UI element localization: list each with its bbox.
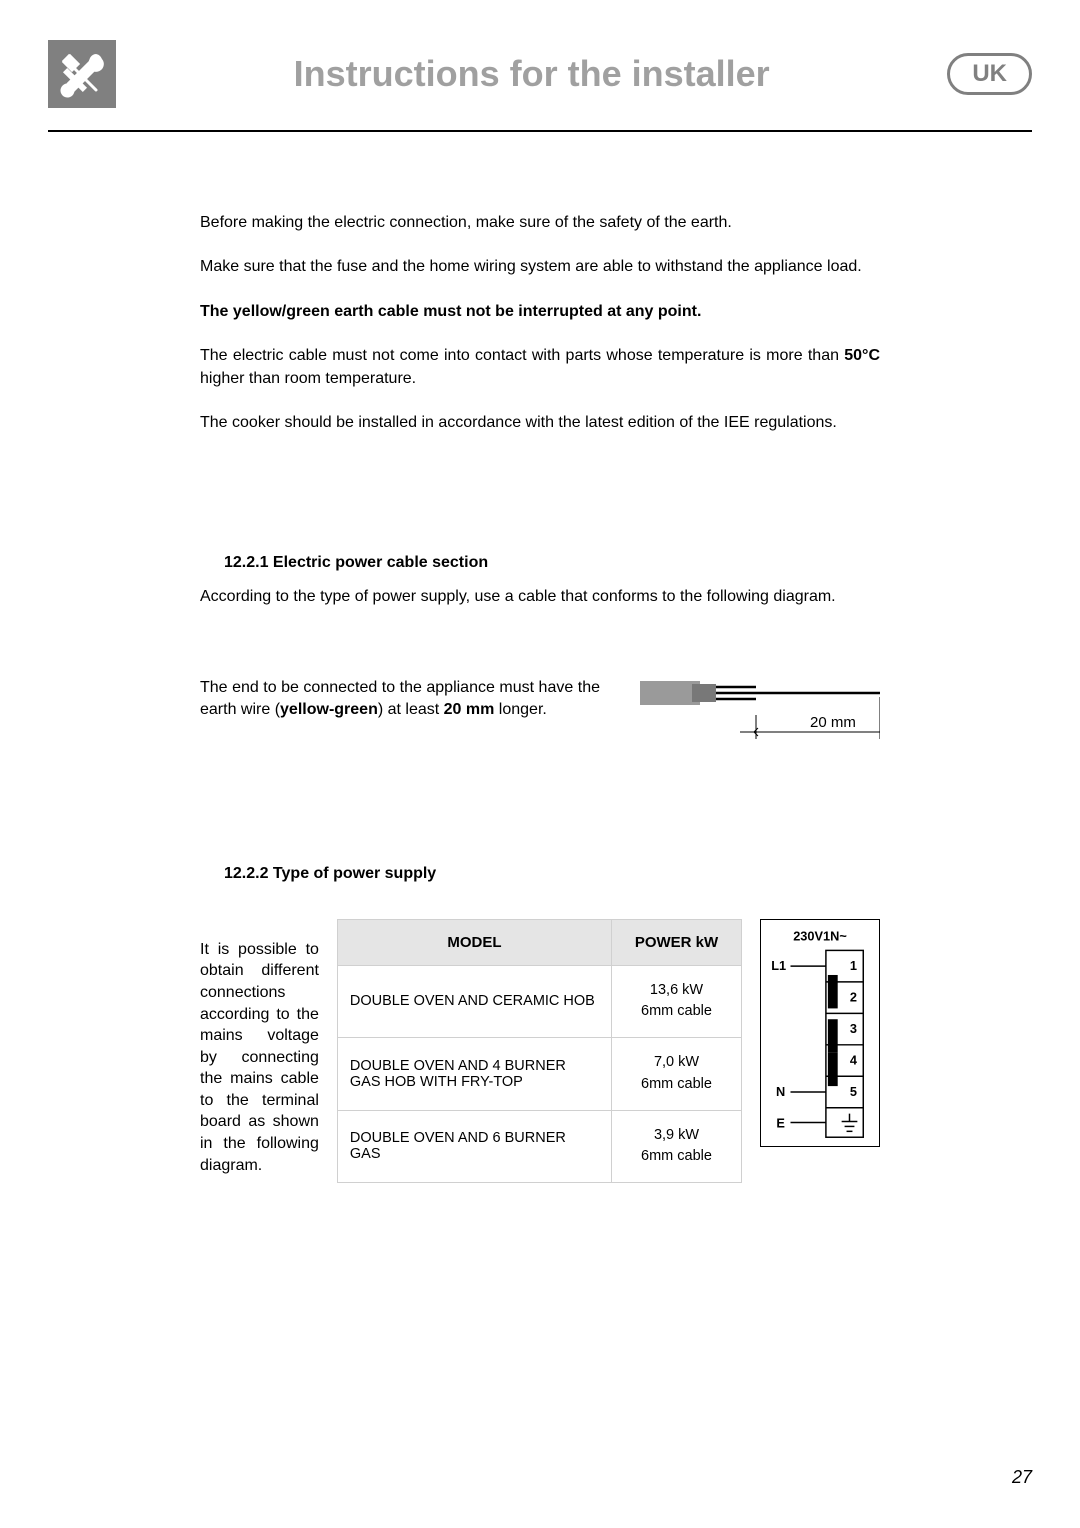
- para-iee: The cooker should be installed in accord…: [200, 412, 880, 434]
- th-power: POWER kW: [612, 919, 742, 965]
- text: longer.: [494, 701, 546, 718]
- power-value: 13,6 kW: [650, 982, 703, 998]
- power-value: 3,9 kW: [654, 1127, 699, 1143]
- table-row: DOUBLE OVEN AND 6 BURNER GAS 3,9 kW 6mm …: [337, 1110, 741, 1183]
- cable-20mm-label: 20 mm: [810, 714, 856, 731]
- pin-4: 4: [850, 1052, 858, 1067]
- text: The electric cable must not come into co…: [200, 347, 844, 364]
- table-row: DOUBLE OVEN AND 4 BURNER GAS HOB WITH FR…: [337, 1038, 741, 1111]
- para-temperature: The electric cable must not come into co…: [200, 345, 880, 390]
- pin-3: 3: [850, 1021, 857, 1036]
- power-cell: 3,9 kW 6mm cable: [612, 1110, 742, 1183]
- region-badge: UK: [947, 53, 1032, 95]
- heading-12-2-2: 12.2.2 Type of power supply: [224, 865, 880, 883]
- power-value: 7,0 kW: [654, 1054, 699, 1070]
- cable-row: The end to be connected to the appliance…: [200, 677, 880, 745]
- page-header: Instructions for the installer UK: [0, 0, 1080, 108]
- heading-12-2-1: 12.2.1 Electric power cable section: [224, 554, 880, 572]
- para-fuse: Make sure that the fuse and the home wir…: [200, 256, 880, 278]
- label-n: N: [776, 1084, 785, 1099]
- temp-value: 50°C: [844, 347, 880, 364]
- pin-1: 1: [850, 958, 857, 973]
- para-safety-earth: Before making the electric connection, m…: [200, 212, 880, 234]
- supply-side-text: It is possible to obtain different conne…: [200, 919, 319, 1177]
- length-20mm: 20 mm: [444, 701, 495, 718]
- text: higher than room temperature.: [200, 370, 416, 387]
- cable-value: 6mm cable: [641, 1148, 712, 1164]
- earth-icon: [842, 1113, 858, 1131]
- power-cell: 7,0 kW 6mm cable: [612, 1038, 742, 1111]
- model-power-table: MODEL POWER kW DOUBLE OVEN AND CERAMIC H…: [337, 919, 742, 1184]
- text: ) at least: [378, 701, 444, 718]
- model-cell: DOUBLE OVEN AND 4 BURNER GAS HOB WITH FR…: [337, 1038, 611, 1111]
- page-number: 27: [1012, 1467, 1032, 1488]
- cable-value: 6mm cable: [641, 1076, 712, 1092]
- cable-text: The end to be connected to the appliance…: [200, 677, 600, 722]
- label-l1: L1: [771, 958, 786, 973]
- pin-2: 2: [850, 989, 857, 1004]
- terminal-diagram: 230V1N~ 1 2 3 4 5 L1 N: [760, 919, 880, 1147]
- main-content: Before making the electric connection, m…: [0, 132, 1080, 1183]
- yellow-green: yellow-green: [280, 701, 378, 718]
- model-cell: DOUBLE OVEN AND 6 BURNER GAS: [337, 1110, 611, 1183]
- label-e: E: [776, 1115, 785, 1130]
- page-title: Instructions for the installer: [116, 53, 947, 95]
- supply-row: It is possible to obtain different conne…: [200, 919, 880, 1184]
- cable-diagram: 20 mm: [640, 677, 880, 745]
- table-row: DOUBLE OVEN AND CERAMIC HOB 13,6 kW 6mm …: [337, 965, 741, 1038]
- model-cell: DOUBLE OVEN AND CERAMIC HOB: [337, 965, 611, 1038]
- pin-5: 5: [850, 1084, 857, 1099]
- th-model: MODEL: [337, 919, 611, 965]
- section1-intro: According to the type of power supply, u…: [200, 586, 880, 608]
- tools-icon: [48, 40, 116, 108]
- cable-value: 6mm cable: [641, 1003, 712, 1019]
- power-cell: 13,6 kW 6mm cable: [612, 965, 742, 1038]
- terminal-title: 230V1N~: [793, 928, 847, 943]
- para-earth-cable: The yellow/green earth cable must not be…: [200, 301, 880, 323]
